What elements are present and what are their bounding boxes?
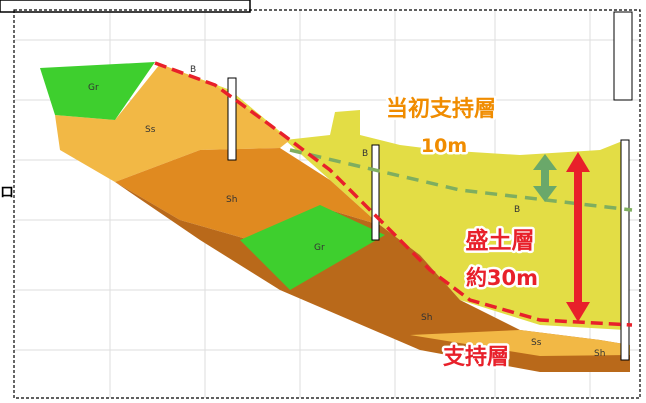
- arrow-head: [566, 302, 590, 322]
- frame: [13, 9, 641, 399]
- arrow-head: [533, 186, 557, 202]
- arrow-head: [533, 154, 557, 170]
- annotation: 盛土層: [466, 227, 535, 254]
- arrow-shaft: [541, 168, 549, 188]
- layer-gr-mid: [240, 205, 385, 290]
- borehole: [227, 77, 237, 161]
- layer-label: Ss: [145, 125, 156, 135]
- support-line: [154, 61, 633, 327]
- edge-text: ロ: [0, 185, 14, 201]
- annotation: 支持層: [443, 345, 509, 370]
- layer-label: Gr: [88, 83, 99, 93]
- layer-label: Ss: [531, 338, 542, 348]
- borehole: [620, 139, 630, 361]
- layer-dt: [115, 148, 380, 240]
- layer-ss-bottom: [410, 330, 630, 356]
- arrow-head: [566, 152, 590, 172]
- legend-column: [613, 11, 633, 101]
- layer-label: B: [190, 65, 196, 75]
- layer-label: Sh: [226, 195, 237, 205]
- red-arrow: [566, 152, 590, 322]
- annotation: 10m: [421, 135, 467, 157]
- layer-label: B: [362, 149, 368, 159]
- layer-label: Sh: [594, 349, 605, 359]
- annotation: 当初支持層: [386, 96, 496, 122]
- green-arrow: [533, 154, 557, 202]
- layer-label: B: [514, 205, 520, 215]
- layer-sh: [115, 182, 630, 372]
- layer-gr-top: [40, 62, 155, 120]
- boreholes: [227, 11, 633, 361]
- header-box: [0, 0, 251, 13]
- annotation: 約30m: [466, 266, 538, 290]
- arrow-shaft: [574, 168, 582, 306]
- borehole: [371, 144, 380, 241]
- layer-label: Gr: [314, 243, 325, 253]
- layer-label: Sh: [421, 313, 432, 323]
